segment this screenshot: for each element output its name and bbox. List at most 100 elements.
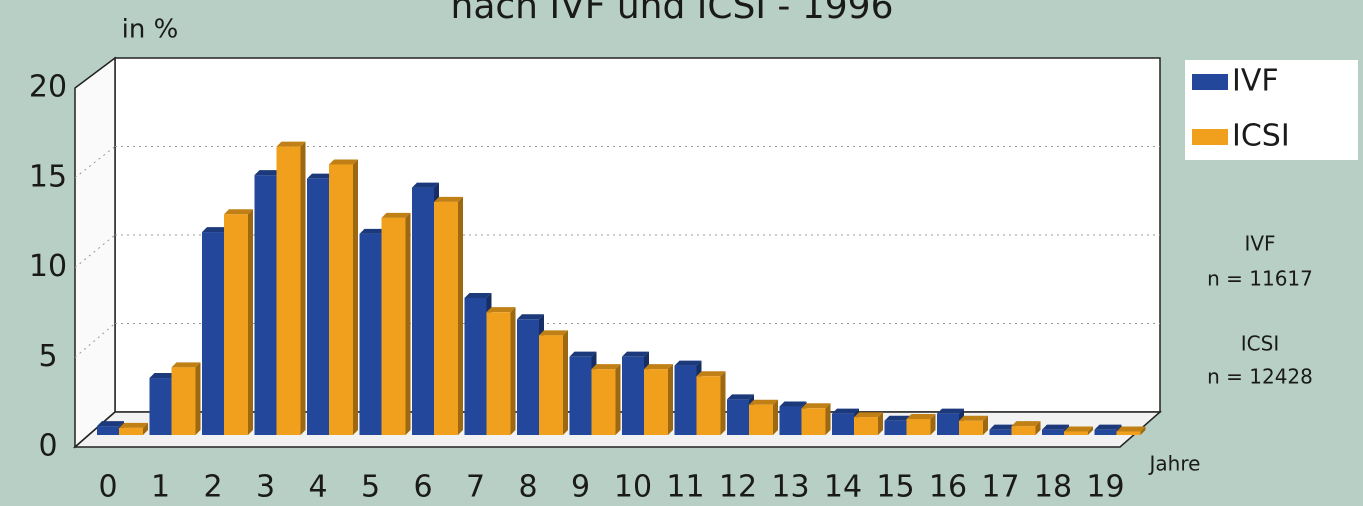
legend-swatch bbox=[1192, 74, 1228, 90]
bar-top bbox=[202, 227, 229, 233]
bar-front bbox=[801, 408, 826, 435]
x-tick-label: 7 bbox=[466, 470, 485, 505]
bar-side bbox=[353, 159, 358, 435]
bar-top bbox=[644, 364, 673, 370]
y-tick-label: 10 bbox=[29, 249, 67, 284]
bar bbox=[1116, 426, 1146, 435]
bar-front bbox=[1042, 429, 1064, 435]
bar-top bbox=[171, 362, 201, 368]
bar bbox=[1011, 421, 1041, 435]
bar-front bbox=[937, 413, 959, 435]
bar-top bbox=[832, 408, 859, 414]
bar-side bbox=[1088, 426, 1093, 435]
legend-label: IVF bbox=[1232, 64, 1279, 99]
bar-top bbox=[749, 399, 778, 405]
bar-front bbox=[906, 418, 931, 435]
bar-top bbox=[959, 415, 988, 421]
bar-side bbox=[195, 362, 201, 435]
annotation: ICSI bbox=[1241, 332, 1279, 356]
bar-top bbox=[517, 314, 544, 320]
bar-side bbox=[143, 422, 148, 435]
bar-side bbox=[668, 364, 673, 435]
x-axis-label: Jahre bbox=[1148, 452, 1201, 476]
x-tick-label: 11 bbox=[666, 470, 704, 505]
bar-front bbox=[359, 233, 382, 435]
x-tick-label: 14 bbox=[824, 470, 862, 505]
x-tick-label: 0 bbox=[98, 470, 117, 505]
bar-side bbox=[983, 415, 988, 435]
bar-side bbox=[1035, 421, 1041, 435]
bar bbox=[959, 415, 988, 435]
bar-front bbox=[276, 146, 301, 435]
bar-top bbox=[569, 351, 597, 357]
bar-top bbox=[779, 401, 807, 407]
bar-side bbox=[930, 413, 936, 435]
bar-top bbox=[224, 209, 253, 215]
bar-side bbox=[248, 209, 253, 435]
bar-front bbox=[412, 187, 434, 435]
bar-top bbox=[254, 170, 282, 176]
annotation: n = 11617 bbox=[1207, 267, 1313, 291]
bar-top bbox=[801, 403, 831, 409]
annotation: n = 12428 bbox=[1207, 365, 1313, 389]
x-tick-label: 19 bbox=[1086, 470, 1124, 505]
bar-front bbox=[749, 404, 773, 435]
bar bbox=[727, 394, 754, 435]
y-tick-label: 0 bbox=[38, 429, 57, 464]
x-tick-label: 10 bbox=[614, 470, 652, 505]
bar bbox=[801, 403, 831, 435]
bar-front bbox=[464, 297, 487, 435]
y-axis-label: in % bbox=[122, 15, 179, 45]
side-wall bbox=[74, 56, 116, 449]
bar-front bbox=[149, 378, 172, 435]
bar-front bbox=[591, 369, 616, 435]
bar-front bbox=[854, 417, 878, 435]
bar-front bbox=[171, 367, 196, 435]
bar-front bbox=[1116, 431, 1141, 435]
bar-front bbox=[517, 319, 539, 435]
bar-top bbox=[149, 373, 177, 379]
x-tick-label: 18 bbox=[1034, 470, 1072, 505]
bar-side bbox=[563, 330, 568, 435]
x-tick-label: 13 bbox=[771, 470, 809, 505]
bar-top bbox=[329, 159, 358, 165]
bar-front bbox=[224, 214, 248, 435]
bar bbox=[644, 364, 673, 435]
bar-top bbox=[381, 212, 411, 218]
bar-front bbox=[832, 413, 854, 435]
bar-top bbox=[622, 351, 649, 357]
bar-side bbox=[510, 307, 516, 435]
bar-front bbox=[569, 356, 592, 435]
bar bbox=[329, 159, 358, 435]
y-tick-label: 15 bbox=[29, 159, 67, 194]
bar-front bbox=[307, 178, 329, 435]
bar bbox=[119, 422, 148, 435]
bar-front bbox=[1094, 429, 1117, 435]
bar-front bbox=[254, 175, 277, 435]
x-tick-label: 2 bbox=[203, 470, 222, 505]
bar-front bbox=[696, 376, 721, 435]
x-tick-label: 6 bbox=[413, 470, 432, 505]
x-tick-label: 5 bbox=[361, 470, 380, 505]
x-tick-label: 16 bbox=[929, 470, 967, 505]
bar-top bbox=[119, 422, 148, 428]
bar bbox=[749, 399, 778, 435]
bar-front bbox=[779, 406, 802, 435]
x-tick-label: 1 bbox=[151, 470, 170, 505]
bar bbox=[539, 330, 568, 435]
x-tick-label: 15 bbox=[876, 470, 914, 505]
bar-top bbox=[464, 292, 492, 298]
bar-top bbox=[727, 394, 754, 400]
bar-front bbox=[97, 426, 119, 435]
bar bbox=[906, 413, 936, 435]
bar-top bbox=[307, 173, 334, 179]
bar-front bbox=[622, 356, 644, 435]
bar-side bbox=[1140, 426, 1146, 435]
bar bbox=[486, 307, 516, 435]
bar bbox=[171, 362, 201, 435]
bar-side bbox=[878, 412, 883, 435]
bar-top bbox=[412, 182, 439, 188]
bar-side bbox=[825, 403, 831, 435]
legend-swatch bbox=[1192, 129, 1228, 145]
